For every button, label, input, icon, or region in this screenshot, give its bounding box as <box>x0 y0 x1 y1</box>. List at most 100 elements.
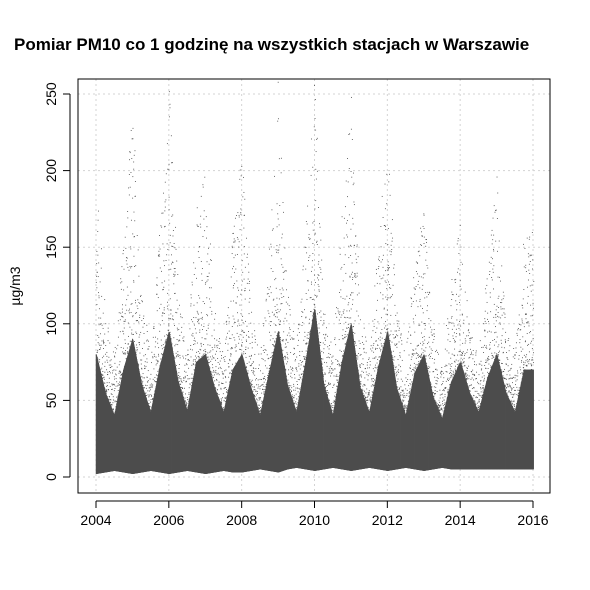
data-point <box>365 396 367 398</box>
data-point <box>120 377 122 379</box>
data-point <box>430 386 432 388</box>
data-point <box>351 273 353 275</box>
data-point <box>321 259 323 261</box>
data-point <box>143 387 145 389</box>
data-point <box>238 216 240 218</box>
data-point <box>284 317 286 319</box>
data-point <box>504 339 506 341</box>
data-point <box>276 297 278 299</box>
data-point <box>427 371 429 373</box>
data-point <box>222 383 224 384</box>
data-point <box>107 327 109 329</box>
data-point <box>141 375 143 377</box>
data-point <box>513 404 515 406</box>
data-point <box>452 337 454 339</box>
data-point <box>470 338 472 339</box>
data-point <box>111 394 113 395</box>
data-point <box>315 151 317 153</box>
data-point <box>513 389 515 391</box>
data-point <box>319 223 320 225</box>
data-point <box>297 391 299 393</box>
data-point <box>321 366 323 368</box>
data-point <box>429 353 430 355</box>
data-point <box>445 380 447 382</box>
data-point <box>114 362 116 364</box>
data-point <box>158 250 160 252</box>
data-point <box>295 408 297 410</box>
data-point <box>186 364 188 366</box>
data-point <box>472 373 474 375</box>
data-point <box>302 370 304 372</box>
data-point <box>372 384 374 386</box>
data-point <box>137 365 139 367</box>
data-point <box>455 328 457 330</box>
data-point <box>174 271 176 273</box>
data-point <box>492 268 494 270</box>
data-point <box>394 343 396 345</box>
data-point <box>169 318 171 320</box>
data-point <box>343 350 344 352</box>
data-point <box>482 391 484 393</box>
data-point <box>409 391 411 393</box>
data-point <box>434 394 436 396</box>
data-point <box>389 340 391 342</box>
data-point <box>376 309 378 311</box>
data-point <box>132 176 134 178</box>
data-point <box>190 348 192 350</box>
data-point <box>325 380 327 382</box>
data-point <box>259 413 261 415</box>
data-point <box>133 266 135 267</box>
data-point <box>365 371 367 373</box>
data-point <box>456 333 458 334</box>
data-point <box>282 349 284 351</box>
data-point <box>297 345 299 346</box>
data-point <box>389 250 391 252</box>
data-point <box>473 374 475 375</box>
data-point <box>109 372 111 374</box>
data-point <box>457 324 459 326</box>
data-point <box>368 357 370 359</box>
data-point <box>378 260 380 262</box>
data-point <box>235 350 237 352</box>
data-point <box>121 266 123 268</box>
data-point <box>444 402 446 404</box>
data-point <box>384 208 386 210</box>
data-point <box>415 352 417 354</box>
data-point <box>412 353 414 354</box>
data-point <box>440 371 442 373</box>
data-point <box>108 377 110 379</box>
data-point <box>159 365 161 367</box>
data-point <box>147 370 149 372</box>
data-point <box>280 348 282 350</box>
data-point <box>447 388 449 390</box>
data-point <box>387 267 389 268</box>
data-point <box>238 342 240 344</box>
data-point <box>328 382 330 384</box>
data-point <box>326 394 328 396</box>
data-point <box>418 344 420 346</box>
data-point <box>186 375 188 376</box>
data-point <box>123 333 125 335</box>
data-point <box>388 267 390 269</box>
data-point <box>367 375 369 377</box>
data-point <box>513 348 515 349</box>
data-point <box>239 324 241 326</box>
data-point <box>415 364 417 366</box>
data-point <box>346 220 348 222</box>
data-point <box>190 303 192 305</box>
data-point <box>493 205 495 207</box>
data-point <box>105 393 107 394</box>
data-point <box>204 348 206 350</box>
data-point <box>97 219 99 221</box>
data-point <box>255 394 257 396</box>
data-point <box>501 265 503 267</box>
data-point <box>316 327 318 329</box>
data-point <box>289 327 291 329</box>
data-point <box>422 307 423 309</box>
data-point <box>338 339 340 341</box>
data-point <box>212 375 214 377</box>
data-point <box>514 404 516 406</box>
data-point <box>513 408 515 410</box>
data-point <box>126 286 128 288</box>
data-point <box>230 373 232 374</box>
